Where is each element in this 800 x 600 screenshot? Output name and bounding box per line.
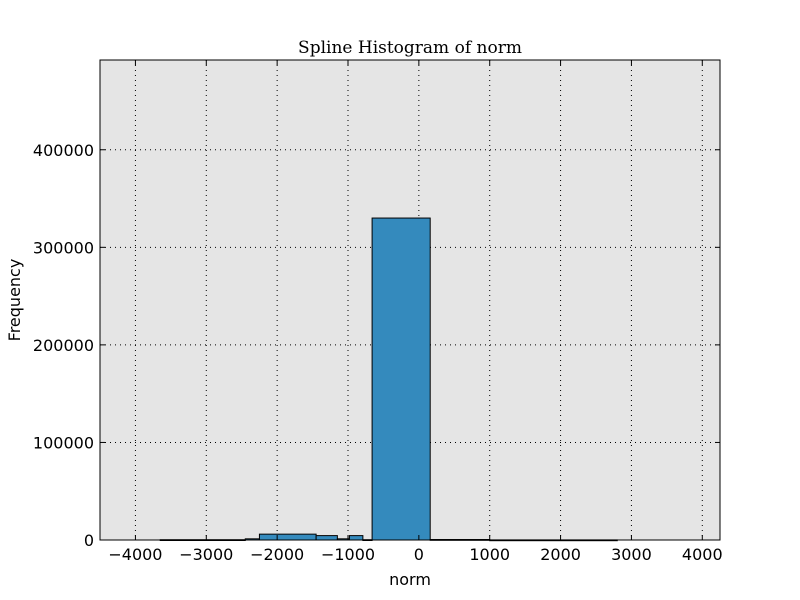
x-tick-label: −4000 — [108, 545, 162, 564]
x-tick-label: 4000 — [682, 545, 723, 564]
x-tick-label: −3000 — [179, 545, 233, 564]
histogram-bar — [258, 533, 317, 541]
x-tick-label: 1000 — [469, 545, 510, 564]
y-axis-label: Frequency — [5, 259, 24, 342]
y-tick-label: 400000 — [33, 141, 94, 160]
histogram-bar — [348, 535, 364, 541]
chart-title: Spline Histogram of norm — [298, 38, 522, 58]
plot-frame — [99, 59, 721, 541]
histogram-bar — [315, 535, 338, 541]
y-tick-label: 100000 — [33, 433, 94, 452]
x-tick-label: −1000 — [321, 545, 375, 564]
axis-ticks: −4000 −3000 −2000 −1000 0 1000 2000 3000 4000 0 10… — [33, 60, 723, 564]
x-tick-label: −2000 — [250, 545, 304, 564]
x-axis-label: norm — [389, 570, 431, 589]
x-tick-label: 0 — [414, 545, 424, 564]
y-tick-label: 0 — [84, 531, 94, 550]
y-tick-label: 200000 — [33, 336, 94, 355]
histogram-bar — [371, 217, 431, 541]
x-tick-label: 2000 — [540, 545, 581, 564]
x-tick-label: 3000 — [611, 545, 652, 564]
y-tick-label: 300000 — [33, 238, 94, 257]
